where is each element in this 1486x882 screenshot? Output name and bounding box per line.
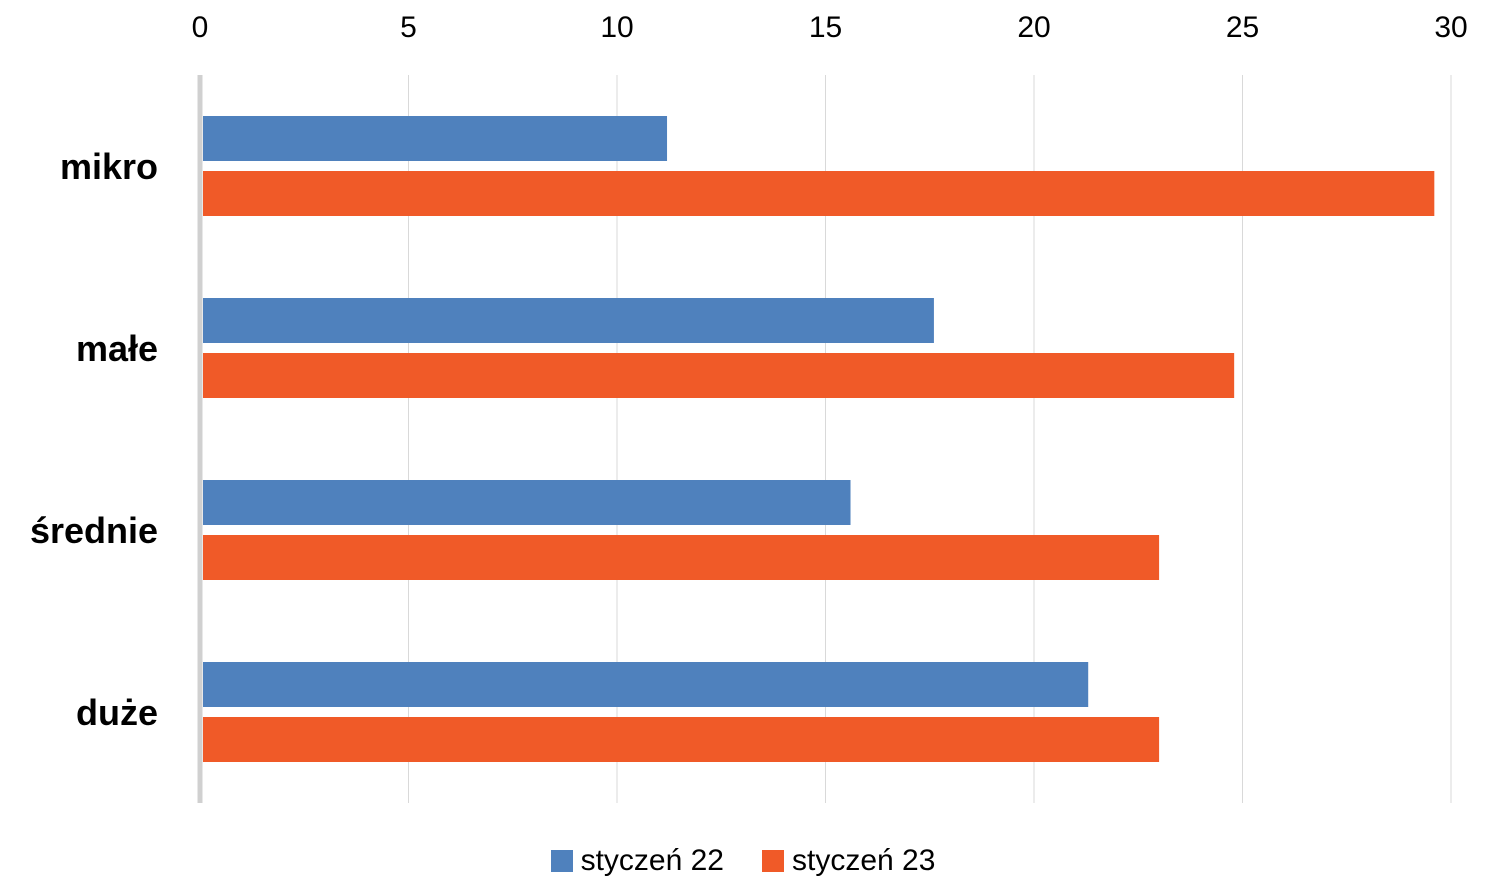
legend-label-series-2: styczeń 23	[792, 844, 936, 877]
x-tick-label: 5	[400, 11, 417, 44]
bars	[203, 116, 1435, 762]
category-label: duże	[76, 692, 158, 733]
bar-series-1	[203, 298, 934, 343]
x-axis-ticks: 0 5 10 15 20 25 30	[192, 11, 1468, 44]
bar-series-2	[203, 353, 1235, 398]
bar-series-2	[203, 171, 1435, 216]
bar-series-1	[203, 662, 1089, 707]
bar-series-2	[203, 535, 1160, 580]
x-tick-label: 10	[600, 11, 633, 44]
legend-label-series-1: styczeń 22	[580, 844, 724, 877]
legend-item-series-1: styczeń 22	[550, 844, 724, 878]
legend-swatch-series-1	[550, 850, 573, 872]
category-label: małe	[76, 328, 158, 369]
bar-series-1	[203, 480, 851, 525]
x-tick-label: 20	[1017, 11, 1050, 44]
category-label: mikro	[60, 146, 158, 187]
category-labels: mikro małe średnie duże	[30, 146, 158, 733]
x-tick-label: 0	[192, 11, 209, 44]
bar-chart: 0 5 10 15 20 25 30 mikro małe średnie duże	[30, 11, 1468, 803]
legend-swatch-series-2	[762, 850, 784, 872]
x-tick-label: 15	[809, 11, 842, 44]
x-tick-label: 25	[1226, 11, 1259, 44]
bar-series-2	[203, 717, 1160, 762]
category-label: średnie	[30, 510, 158, 551]
x-tick-label: 30	[1434, 11, 1467, 44]
bar-series-1	[203, 116, 668, 161]
legend-item-series-2: styczeń 23	[762, 844, 935, 878]
legend: styczeń 22 styczeń 23	[0, 840, 1486, 882]
